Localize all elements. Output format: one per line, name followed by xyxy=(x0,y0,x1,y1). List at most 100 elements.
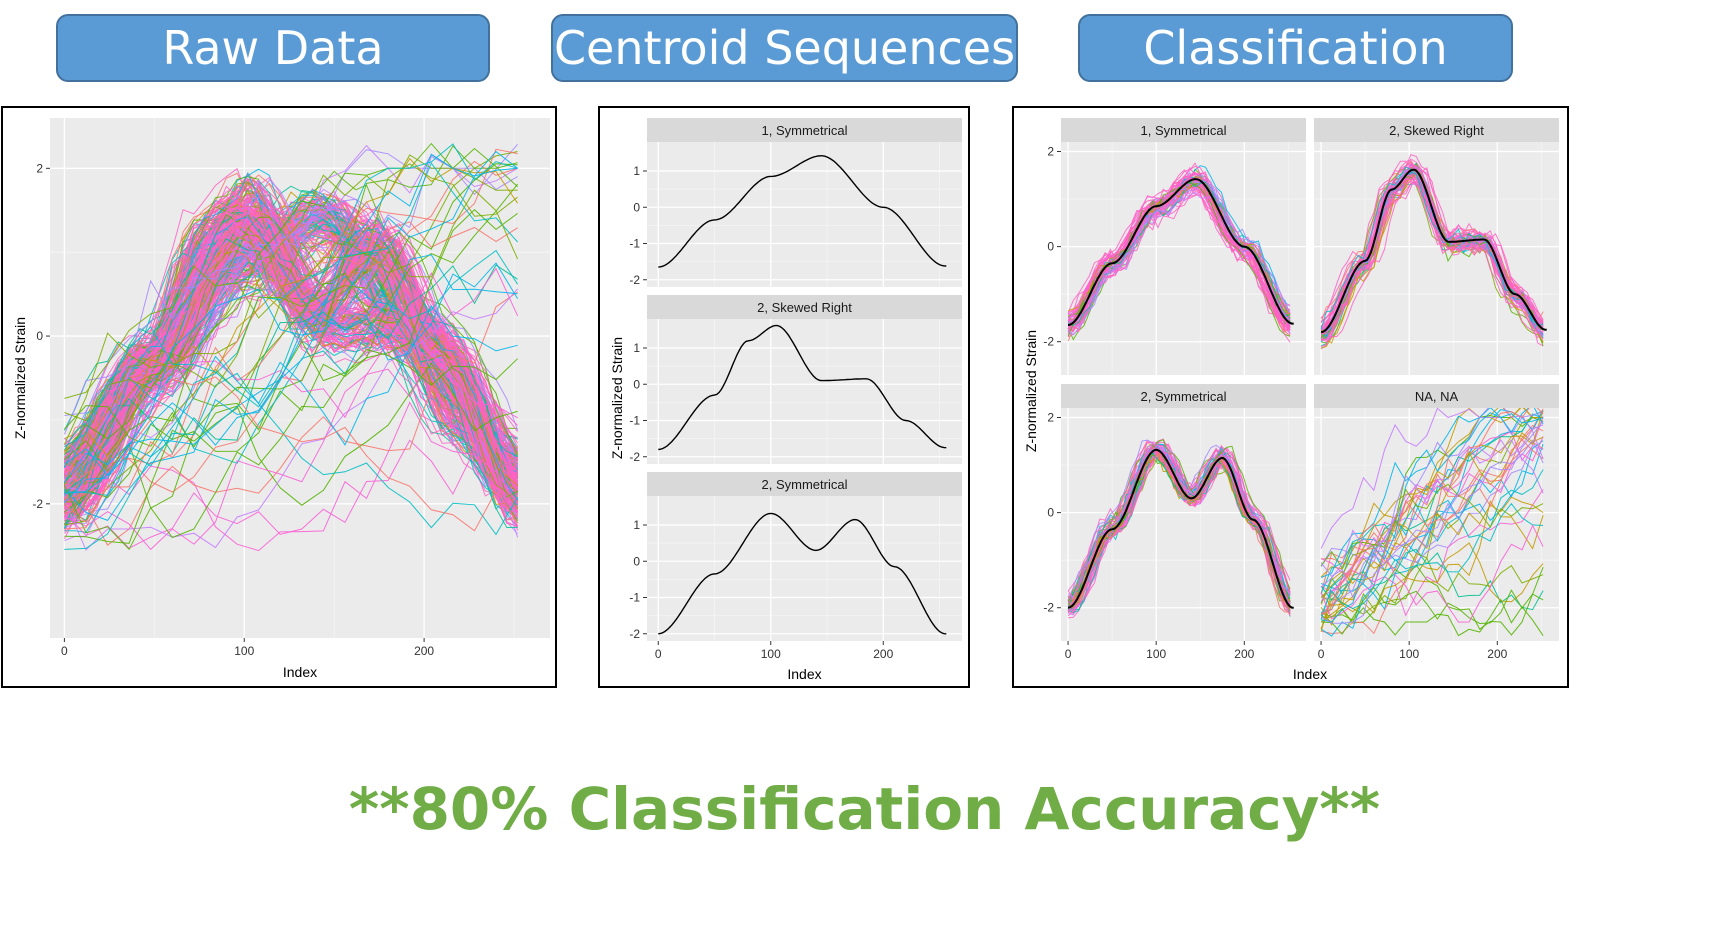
raw-noise-line xyxy=(63,249,519,530)
y-axis-title: Z-normalized Strain xyxy=(1023,330,1039,452)
unclassified-series-line xyxy=(1320,424,1544,588)
unclassified-series-line xyxy=(1320,411,1544,616)
centroid-facet-panel: 1, Symmetrical -2 -1 0 1 xyxy=(629,118,962,287)
y-tick-label: -1 xyxy=(629,237,640,251)
member-series-line xyxy=(1320,165,1544,330)
facet-strip xyxy=(647,118,962,142)
raw-series-line xyxy=(63,253,519,521)
raw-noise-line xyxy=(63,189,519,445)
centroid-line xyxy=(1067,448,1294,609)
x-axis-title: Index xyxy=(1293,666,1327,682)
y-tick-label: -2 xyxy=(1043,335,1054,349)
unclassified-series-line xyxy=(1320,439,1544,599)
raw-series-line xyxy=(64,206,519,500)
classification-header: Classification xyxy=(1078,14,1513,82)
unclassified-series-line xyxy=(1320,431,1544,626)
panel-background xyxy=(1314,142,1559,375)
member-series-line xyxy=(1067,444,1291,601)
raw-noise-line xyxy=(63,157,519,486)
member-series-line xyxy=(1321,174,1544,341)
x-tick-label: 200 xyxy=(873,647,893,661)
unclassified-series-line xyxy=(1320,408,1544,615)
x-tick-label: 0 xyxy=(1065,647,1072,661)
classification-facet-panel: 2, Symmetrical -2 0 2 0 100 200 xyxy=(1043,384,1306,661)
x-tick-label: 200 xyxy=(414,644,434,658)
raw-noise-line xyxy=(64,376,519,532)
y-tick-label: 1 xyxy=(633,164,640,178)
y-tick-label: -2 xyxy=(629,627,640,641)
panel-background xyxy=(647,142,962,287)
member-series-line xyxy=(1320,166,1544,330)
facet-strip xyxy=(1061,118,1306,142)
raw-series-line xyxy=(63,238,518,529)
y-tick-label: 2 xyxy=(1047,411,1054,425)
raw-noise-line xyxy=(64,154,518,422)
unclassified-series-line xyxy=(1320,408,1544,549)
x-tick-label: 0 xyxy=(655,647,662,661)
unclassified-series-line xyxy=(1320,483,1544,599)
classification-header-label: Classification xyxy=(1143,21,1448,75)
y-tick-label: 1 xyxy=(633,518,640,532)
facet-strip xyxy=(1061,384,1306,408)
y-tick-label: -1 xyxy=(629,414,640,428)
x-tick-label: 100 xyxy=(1399,647,1419,661)
centroid-facet-panel: 2, Skewed Right -2 -1 0 1 xyxy=(629,295,962,464)
y-tick-label: 0 xyxy=(633,377,640,391)
unclassified-series-line xyxy=(1320,410,1544,602)
raw-noise-line xyxy=(64,143,518,448)
y-tick-label: 0 xyxy=(1047,240,1054,254)
raw-noise-line xyxy=(64,142,518,513)
centroid-chart-frame: 1, Symmetrical -2 -1 0 1 2, Skewed Right -2 -1 0… xyxy=(598,106,970,688)
facet-strip-label: 1, Symmetrical xyxy=(762,123,848,138)
x-tick-label: 0 xyxy=(1318,647,1325,661)
unclassified-series-line xyxy=(1320,417,1544,630)
member-series-line xyxy=(1067,443,1291,612)
centroid-chart: 1, Symmetrical -2 -1 0 1 2, Skewed Right -2 -1 0… xyxy=(609,118,962,682)
classification-facet-panel: 2, Skewed Right xyxy=(1314,118,1559,375)
raw-noise-line xyxy=(64,352,518,462)
centroid-header-label: Centroid Sequences xyxy=(553,21,1016,75)
centroid-line xyxy=(658,512,947,635)
panel-background xyxy=(647,319,962,464)
unclassified-series-line xyxy=(1320,489,1544,617)
raw-noise-line xyxy=(64,148,518,500)
classification-facet-panel: 1, Symmetrical -2 0 2 xyxy=(1043,118,1306,375)
raw-series-line xyxy=(64,208,519,502)
facet-strip-label: 2, Symmetrical xyxy=(1141,389,1227,404)
y-tick-label: 2 xyxy=(36,161,43,175)
unclassified-series-line xyxy=(1320,416,1544,597)
unclassified-series-line xyxy=(1320,408,1544,578)
y-tick-label: -1 xyxy=(629,591,640,605)
raw-series-line xyxy=(63,235,518,493)
member-series-line xyxy=(1067,450,1291,613)
raw-noise-line xyxy=(63,209,518,455)
raw-series-line xyxy=(64,230,519,512)
x-axis-title: Index xyxy=(283,664,317,680)
accuracy-caption: **80% Classification Accuracy** xyxy=(348,775,1381,843)
centroid-header: Centroid Sequences xyxy=(551,14,1018,82)
unclassified-series-line xyxy=(1320,499,1544,632)
y-axis-title: Z-normalized Strain xyxy=(12,317,28,439)
raw-series-line xyxy=(64,216,519,500)
raw-data-chart-frame: -2 0 2 0 100 200 Index Z-normalized Strain xyxy=(1,106,557,688)
unclassified-series-line xyxy=(1320,443,1544,611)
x-tick-label: 200 xyxy=(1234,647,1254,661)
raw-noise-line xyxy=(64,262,519,494)
x-tick-label: 200 xyxy=(1487,647,1507,661)
raw-noise-line xyxy=(63,304,518,483)
raw-noise-line xyxy=(64,221,518,493)
y-tick-label: -2 xyxy=(629,273,640,287)
raw-noise-line xyxy=(64,372,519,536)
x-tick-label: 0 xyxy=(61,644,68,658)
facet-strip xyxy=(647,472,962,496)
x-tick-label: 100 xyxy=(1146,647,1166,661)
unclassified-series-line xyxy=(1320,420,1544,624)
facet-strip xyxy=(1314,118,1559,142)
raw-noise-line xyxy=(64,150,518,504)
raw-noise-line xyxy=(64,162,518,550)
unclassified-series-line xyxy=(1320,408,1544,623)
raw-series-line xyxy=(64,233,519,510)
member-series-line xyxy=(1067,181,1291,316)
unclassified-series-line xyxy=(1321,567,1544,635)
unclassified-series-line xyxy=(1320,439,1544,616)
